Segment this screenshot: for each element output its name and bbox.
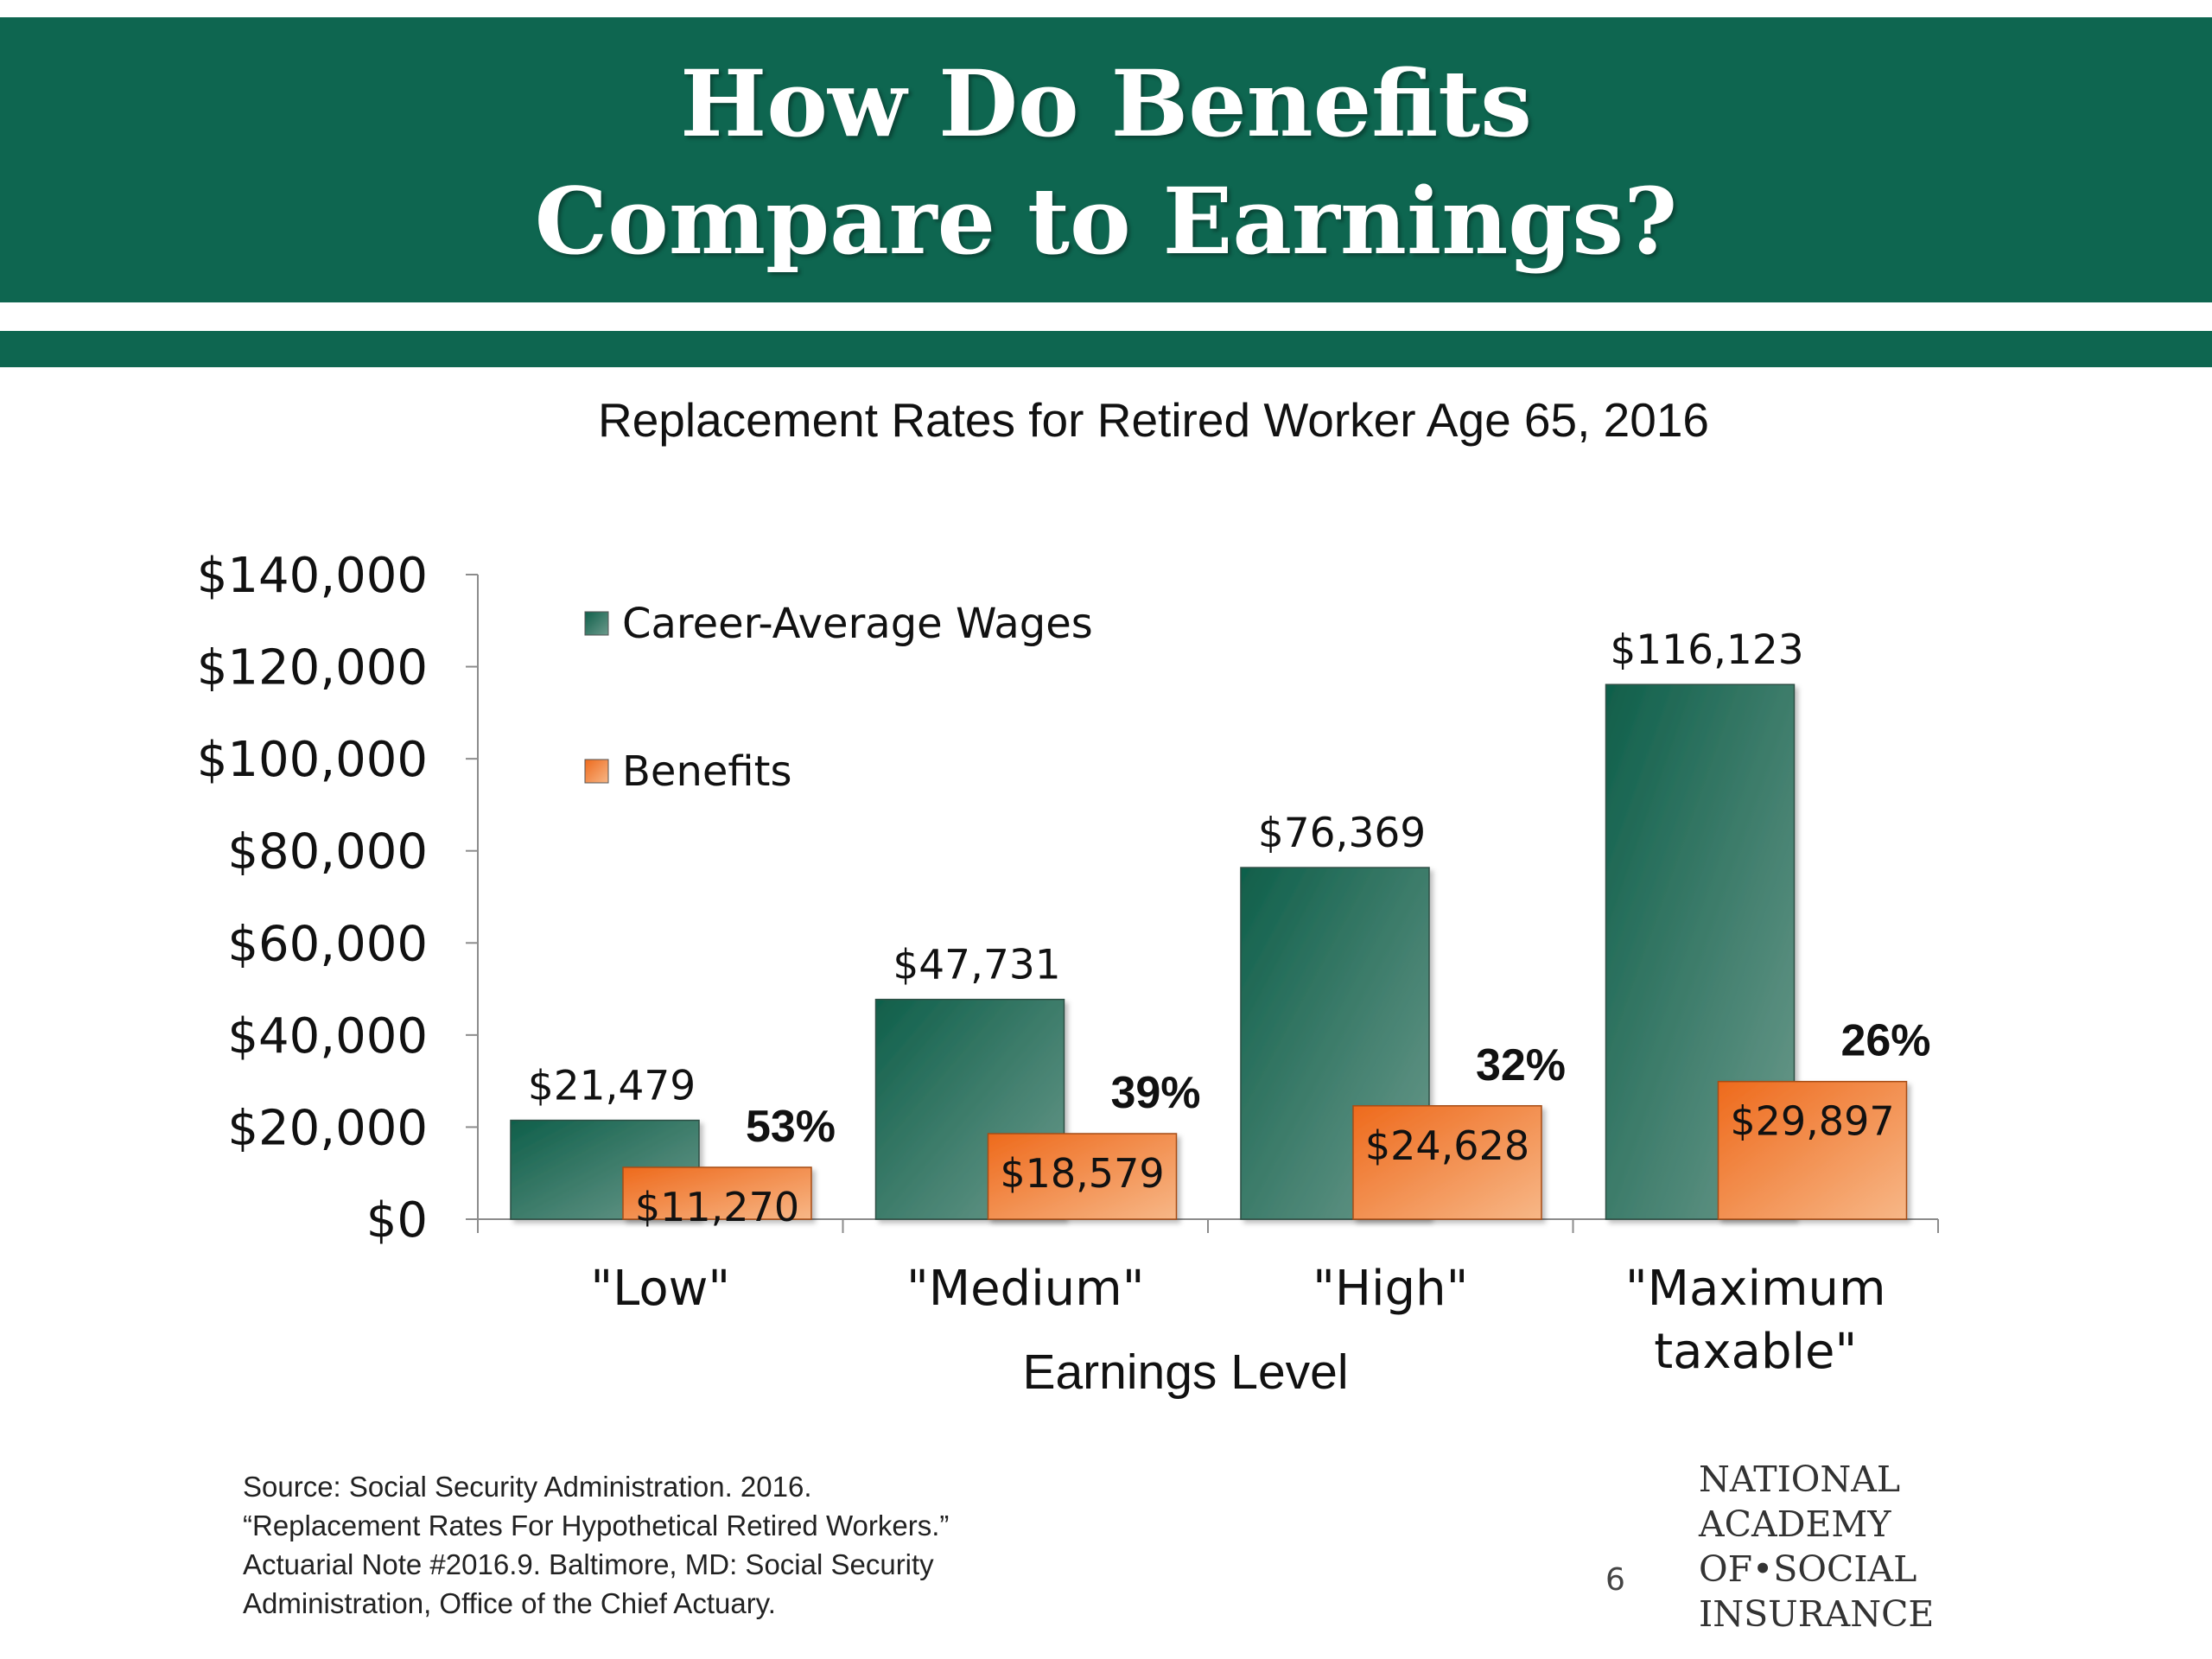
- logo-line-3: OF•SOCIAL: [1699, 1548, 1917, 1590]
- x-axis-title: Earnings Level: [1022, 1344, 1348, 1400]
- x-tick-label: "Low": [590, 1261, 730, 1317]
- bar-benefits: [1717, 1080, 1908, 1220]
- bar-benefits: [622, 1166, 812, 1220]
- bar-benefits: [987, 1133, 1178, 1220]
- wage-value-label: $116,123: [1610, 626, 1803, 674]
- source-line-4: Administration, Office of the Chief Actu…: [243, 1587, 776, 1619]
- source-line-3: Actuarial Note #2016.9. Baltimore, MD: S…: [243, 1548, 934, 1580]
- logo-line-1: NATIONAL: [1699, 1459, 1901, 1500]
- y-tick-label: $120,000: [197, 640, 428, 696]
- benefit-value-label: $24,628: [1365, 1122, 1529, 1169]
- page-number: 6: [1605, 1562, 1625, 1598]
- organization-logo: NATIONAL ACADEMY OF•SOCIAL INSURANCE: [1699, 1457, 1942, 1637]
- y-tick-label: $100,000: [197, 732, 428, 788]
- header-stripe: [0, 331, 2212, 367]
- wage-value-label: $76,369: [1258, 810, 1426, 857]
- legend-swatch-benefits: [584, 759, 609, 784]
- source-line-1: Source: Social Security Administration. …: [243, 1471, 812, 1503]
- bars: [510, 683, 1908, 1220]
- y-tick-label: $40,000: [227, 1008, 428, 1065]
- replacement-rate-label: 39%: [1110, 1068, 1200, 1118]
- bar-benefits: [1352, 1105, 1542, 1220]
- legend-label-benefits: Benefits: [622, 747, 791, 796]
- replacement-rate-label: 32%: [1476, 1040, 1566, 1090]
- chart-title: Replacement Rates for Retired Worker Age…: [598, 393, 1709, 447]
- legend-swatch-wages: [584, 611, 609, 636]
- legend: Career-Average Wages Benefits: [584, 600, 1093, 796]
- wage-value-label: $21,479: [528, 1063, 696, 1110]
- logo-line-4: INSURANCE: [1699, 1593, 1935, 1635]
- logo-line-2: ACADEMY: [1699, 1503, 1891, 1545]
- benefit-value-label: $18,579: [1000, 1150, 1164, 1197]
- x-tick-label: "High": [1313, 1261, 1468, 1317]
- slide-title-line-2: Compare to Earnings?: [534, 167, 1678, 275]
- header-band: [0, 17, 2212, 302]
- slide-title: How Do Benefits Compare to Earnings?: [0, 45, 2212, 280]
- legend-label-wages: Career-Average Wages: [622, 600, 1093, 648]
- y-tick-label: $0: [366, 1192, 428, 1249]
- y-tick-label: $60,000: [227, 916, 428, 972]
- y-tick-label: $20,000: [227, 1100, 428, 1156]
- source-citation: Source: Social Security Administration. …: [243, 1467, 1107, 1623]
- y-tick-label: $140,000: [197, 548, 428, 604]
- x-tick-label: "Maximum taxable": [1625, 1261, 1886, 1380]
- data-labels: $21,479 $11,270 53% $47,731 $18,579 39% $76,36…: [528, 626, 1931, 1230]
- x-tick-label: "Medium": [906, 1261, 1144, 1317]
- wage-value-label: $47,731: [893, 942, 1060, 989]
- slide-title-line-1: How Do Benefits: [680, 49, 1532, 157]
- replacement-rate-label: 26%: [1840, 1016, 1930, 1066]
- replacement-rate-label: 53%: [746, 1102, 836, 1152]
- benefit-value-label: $11,270: [635, 1184, 799, 1230]
- benefit-value-label: $29,897: [1730, 1098, 1894, 1145]
- source-line-2: “Replacement Rates For Hypothetical Reti…: [243, 1510, 950, 1541]
- y-tick-label: $80,000: [227, 824, 428, 880]
